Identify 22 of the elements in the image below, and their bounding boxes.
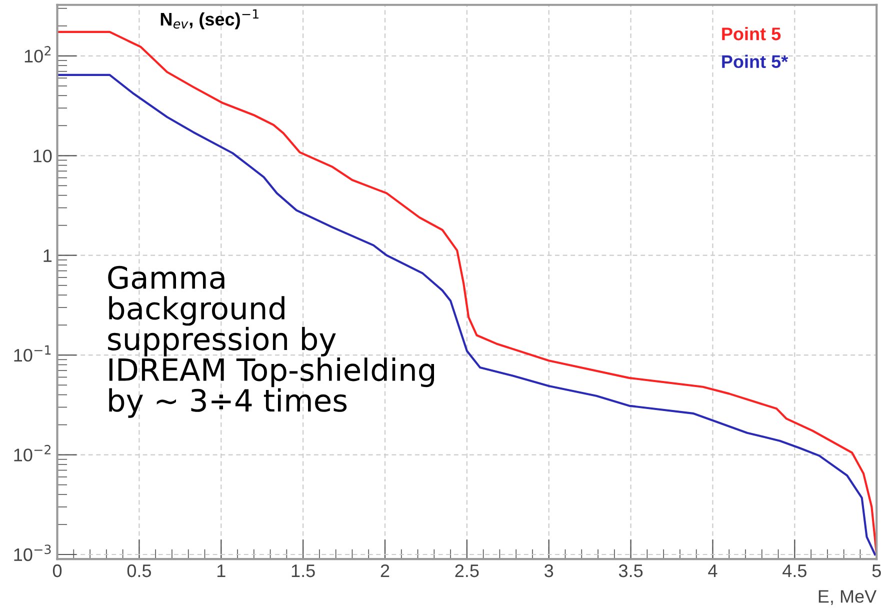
y-tick-label: 10: [34, 150, 52, 162]
x-tick-label: 5: [872, 564, 881, 578]
x-tick-label: 1: [217, 564, 226, 578]
x-tick-label: 2.5: [455, 564, 479, 578]
y-axis-title: N$_{ev}$, (sec)$^{−1}$: [160, 9, 258, 30]
x-tick-label: 3.5: [618, 564, 643, 578]
annotation: Gamma background suppression by IDREAM Top-shielding by ~ 3÷4 times: [108, 266, 434, 418]
text: Point 5: [722, 27, 781, 40]
x-axis-title: E, MeV: [818, 590, 877, 605]
y-tick-label: 10$^{2}$: [24, 46, 51, 63]
y-tick-label: 10$^{−1}$: [14, 345, 51, 362]
y-tick-label: 1: [44, 249, 52, 262]
x-tick-label: 0: [52, 564, 62, 578]
x-tick-label: 4: [708, 564, 718, 578]
x-tick-label: 3: [544, 564, 554, 578]
y-tick-label: 10$^{−2}$: [14, 444, 50, 462]
x-tick-label: 1.5: [292, 564, 315, 578]
x-tick-label: 0.5: [127, 564, 151, 578]
y-tick-label: 10$^{−3}$: [14, 544, 51, 562]
x-tick-label: 2: [380, 564, 390, 578]
x-tick-label: 4.5: [782, 564, 806, 578]
text: Point 5*: [722, 54, 788, 68]
